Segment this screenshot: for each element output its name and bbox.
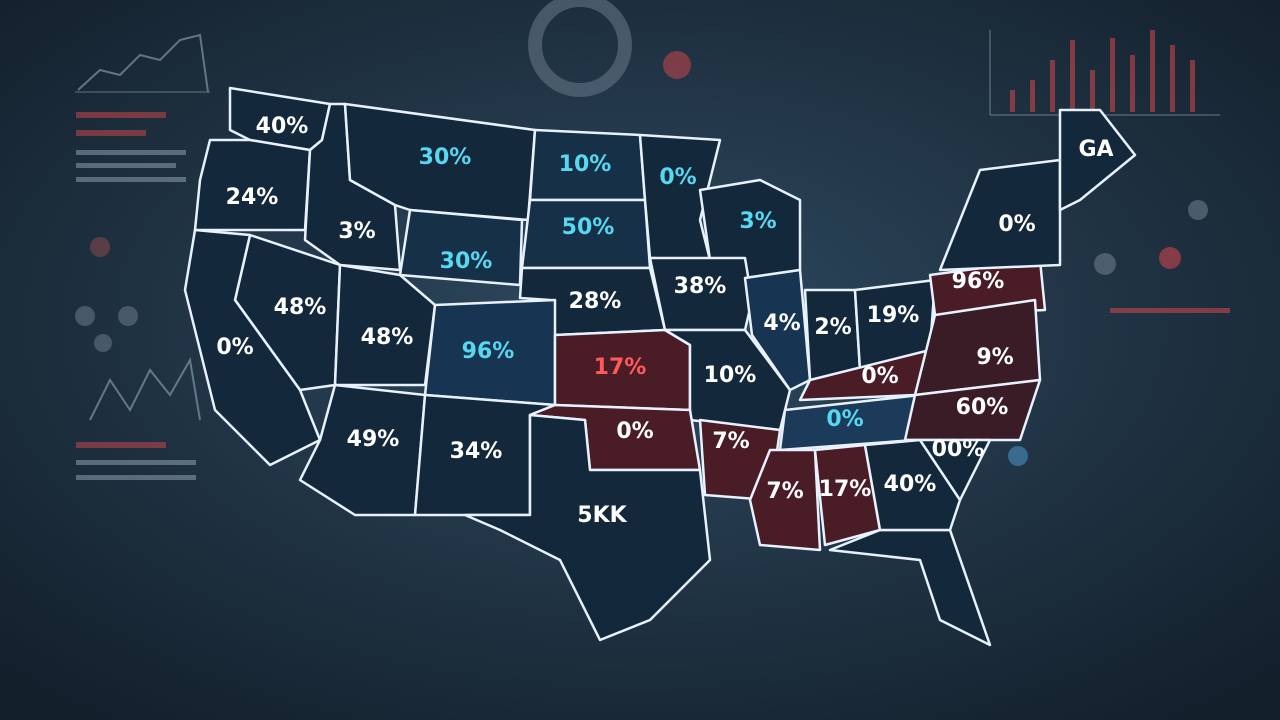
- state-label: 0%: [998, 212, 1035, 237]
- state-label: 17%: [819, 477, 872, 502]
- state-label: 60%: [956, 395, 1009, 420]
- state-label: 5KK: [577, 503, 627, 528]
- state-label: 28%: [569, 289, 622, 314]
- decor-left: [75, 0, 691, 480]
- state-shape: [463, 413, 712, 642]
- state-label: 19%: [867, 303, 920, 328]
- state-label: 10%: [704, 363, 757, 388]
- state-label: 24%: [226, 185, 279, 210]
- state-label: 0%: [216, 335, 253, 360]
- state-label: 34%: [450, 439, 503, 464]
- state-shape: [1058, 108, 1137, 212]
- state-label: 30%: [440, 249, 493, 274]
- state-label: 0%: [616, 419, 653, 444]
- state-label: 7%: [712, 429, 749, 454]
- state-label: GA: [1078, 137, 1113, 162]
- state-label: 96%: [952, 269, 1005, 294]
- state-label: 2%: [814, 315, 851, 340]
- decor-right: [989, 30, 1230, 466]
- state-label: 30%: [419, 145, 472, 170]
- state-label: 3%: [338, 219, 375, 244]
- state-label: 10%: [559, 152, 612, 177]
- state-shape: [938, 158, 1062, 272]
- state-shape: [748, 448, 822, 552]
- state-label: 9%: [976, 345, 1013, 370]
- state-label: 38%: [674, 274, 727, 299]
- state-label: 48%: [361, 325, 414, 350]
- state-label: 00%: [932, 437, 985, 462]
- state-label: 40%: [256, 114, 309, 139]
- state-label: 3%: [739, 209, 776, 234]
- state-label: 49%: [347, 427, 400, 452]
- state-label: 0%: [861, 364, 898, 389]
- state-shape: [903, 378, 1042, 442]
- states: 40% 24% 3% 30% 30% 10% 50% 0% 3% 28% 38% 48% 0% 48% 96…: [183, 86, 1137, 647]
- state-label: 50%: [562, 215, 615, 240]
- state-shape: [743, 268, 812, 392]
- state-shape: [863, 438, 962, 532]
- state-label: 48%: [274, 295, 327, 320]
- state-label: 96%: [462, 339, 515, 364]
- state-label: 40%: [884, 472, 937, 497]
- state-label: 17%: [594, 355, 647, 380]
- state-label: 4%: [763, 311, 800, 336]
- state-label: 7%: [766, 479, 803, 504]
- state-label: 0%: [826, 407, 863, 432]
- state-label: 0%: [659, 165, 696, 190]
